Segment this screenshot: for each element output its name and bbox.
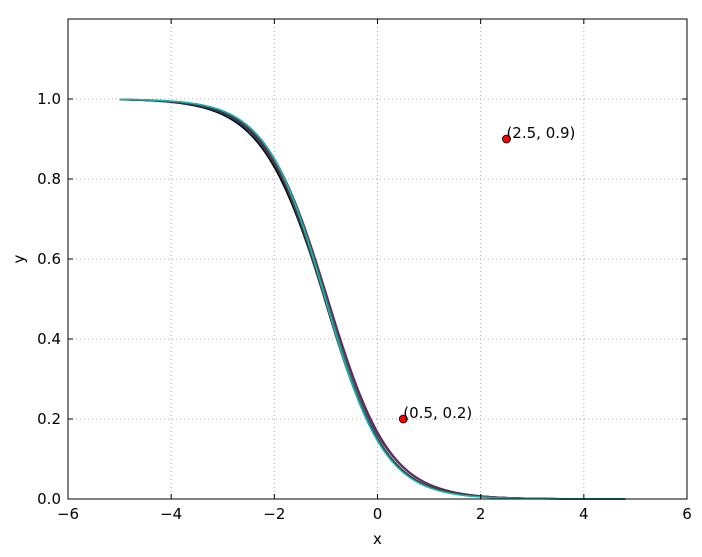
data-point (398, 414, 408, 424)
x-axis-label: x (373, 530, 382, 548)
y-axis-label: y (10, 254, 28, 263)
y-tick-label: 0.2 (37, 410, 61, 428)
x-tick-label: 2 (476, 505, 486, 523)
x-tick-label: −2 (263, 505, 285, 523)
points: (0.5, 0.2) (2.5, 0.9) (398, 124, 575, 424)
data-point (502, 134, 511, 144)
y-tick-label: 0.0 (37, 490, 61, 508)
y-tick-label: 0.6 (37, 250, 61, 268)
ticks: −6 −4 −2 0 2 4 6 0.0 0.2 0.4 0.6 0.8 1.0 (37, 19, 692, 523)
y-tick-label: 1.0 (37, 90, 61, 108)
x-tick-label: −6 (57, 505, 79, 523)
x-tick-label: 0 (373, 505, 383, 523)
y-tick-label: 0.8 (37, 170, 61, 188)
point-annotation: (0.5, 0.2) (403, 404, 472, 422)
point-annotation: (2.5, 0.9) (506, 124, 575, 142)
y-tick-label: 0.4 (37, 330, 61, 348)
x-tick-label: 4 (579, 505, 589, 523)
x-tick-label: 6 (682, 505, 692, 523)
x-tick-label: −4 (160, 505, 182, 523)
